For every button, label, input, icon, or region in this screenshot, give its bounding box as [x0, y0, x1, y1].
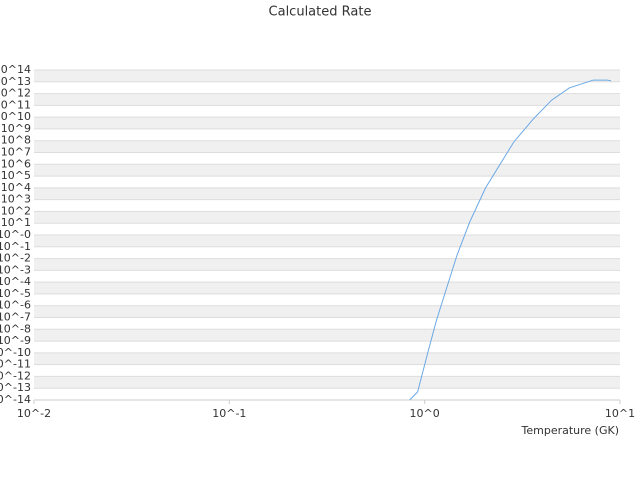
x-tick-label: 10^-1 — [212, 407, 246, 420]
grid-band — [34, 282, 620, 294]
y-tick-label: 10^-1 — [0, 240, 31, 253]
y-tick-label: 10^9 — [1, 122, 31, 135]
y-tick-label: 10^3 — [1, 193, 31, 206]
y-tick-label: 10^6 — [1, 157, 31, 170]
y-tick-label: 10^1 — [1, 216, 31, 229]
grid-band — [34, 211, 620, 224]
grid-band — [34, 376, 620, 389]
chart-title: Calculated Rate — [269, 5, 372, 20]
y-tick-label: 10^11 — [0, 98, 31, 111]
grid-band — [34, 140, 620, 153]
y-tick-label: 10^-11 — [0, 358, 31, 371]
grid-band — [34, 352, 620, 365]
grid-band — [34, 235, 620, 247]
y-tick-label: 10^-14 — [0, 393, 31, 406]
grid-band — [34, 258, 620, 271]
x-tick-label: 10^-2 — [17, 407, 51, 420]
y-tick-label: 10^8 — [1, 134, 31, 147]
y-tick-label: 10^12 — [0, 87, 31, 100]
x-tick-label: 10^0 — [410, 407, 440, 420]
y-tick-label: 10^-9 — [0, 334, 31, 347]
x-tick-label: 10^1 — [605, 407, 635, 420]
y-tick-label: 10^-2 — [0, 252, 31, 265]
grid-band — [34, 70, 620, 82]
data-line — [409, 79, 612, 400]
y-tick-label: 10^-3 — [0, 263, 31, 276]
y-tick-label: 10^13 — [0, 75, 31, 88]
y-tick-label: 10^7 — [1, 146, 31, 159]
grid-band — [34, 117, 620, 129]
y-tick-label: 10^-8 — [0, 322, 31, 335]
y-tick-label: 10^-13 — [0, 381, 31, 394]
y-tick-label: 10^-10 — [0, 346, 31, 359]
y-tick-label: 10^5 — [1, 169, 31, 182]
grid-band — [34, 305, 620, 318]
y-tick-label: 10^-12 — [0, 369, 31, 382]
y-tick-label: 10^2 — [1, 204, 31, 217]
y-tick-label: 10^-4 — [0, 275, 31, 288]
y-tick-label: 10^-0 — [0, 228, 31, 241]
grid-band — [34, 187, 620, 200]
grid-band — [34, 93, 620, 106]
y-tick-label: 10^10 — [0, 110, 31, 123]
grid-band — [34, 164, 620, 177]
y-tick-label: 10^-6 — [0, 299, 31, 312]
grid-band — [34, 329, 620, 342]
y-tick-label: 10^14 — [0, 63, 31, 76]
x-axis-label: Temperature (GK) — [521, 424, 620, 437]
y-tick-label: 10^-7 — [0, 311, 31, 324]
y-tick-label: 10^4 — [1, 181, 31, 194]
y-tick-label: 10^-5 — [0, 287, 31, 300]
